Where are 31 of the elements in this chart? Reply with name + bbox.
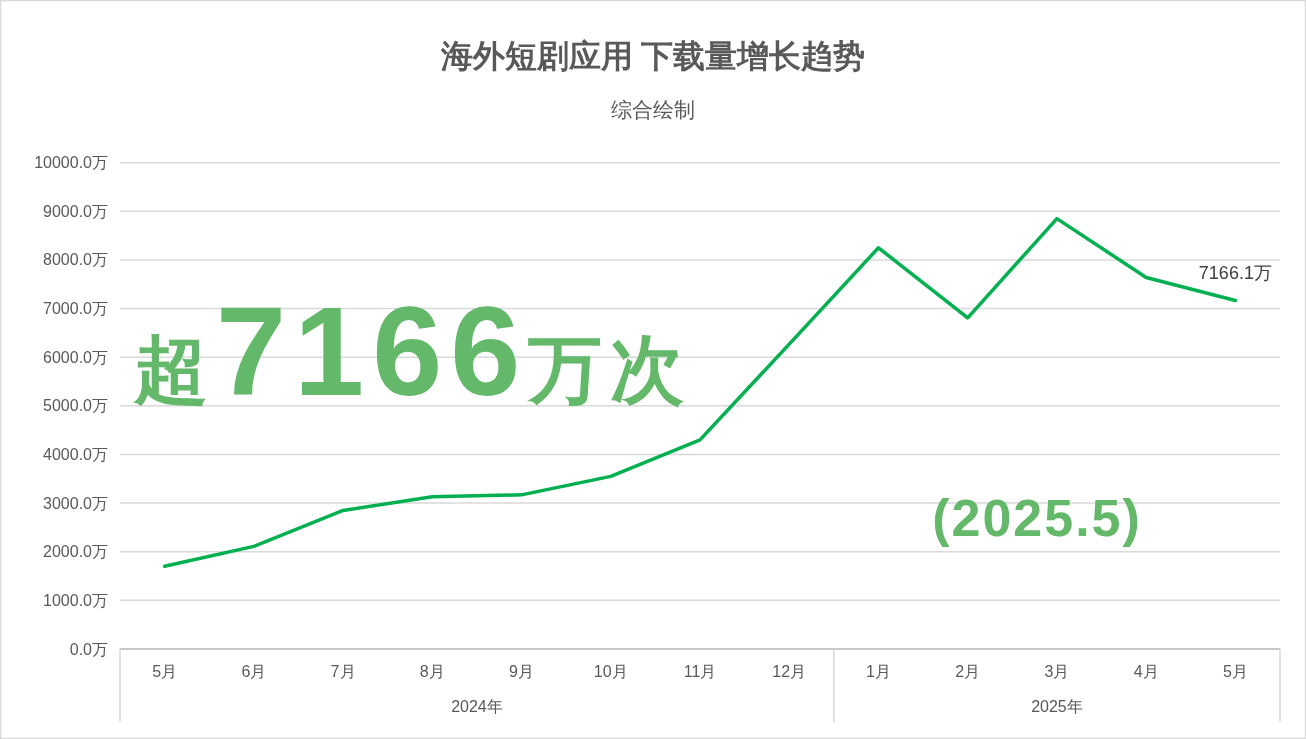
xtick-label: 12月	[772, 663, 807, 680]
group-label: 2025年	[1031, 698, 1083, 715]
ytick-label: 6000.0万	[43, 348, 108, 366]
ytick-label: 0.0万	[69, 640, 108, 658]
xtick-label: 6月	[241, 663, 267, 680]
annotation-headline: 超7166万次	[134, 281, 693, 422]
xtick-label: 5月	[1222, 663, 1248, 680]
xtick-label: 5月	[152, 663, 178, 680]
data-label: 7166.1万	[1198, 262, 1272, 283]
xtick-label: 4月	[1133, 663, 1159, 680]
xtick-label: 1月	[866, 663, 891, 680]
group-label: 2024年	[451, 698, 503, 715]
xtick-label: 10月	[593, 663, 628, 680]
ytick-label: 8000.0万	[43, 251, 108, 269]
annotation-date: (2025.5)	[932, 489, 1142, 547]
xtick-label: 2月	[955, 663, 981, 680]
xtick-label: 7月	[330, 663, 356, 680]
xtick-label: 8月	[419, 663, 445, 680]
ytick-label: 5000.0万	[43, 397, 108, 415]
ytick-label: 9000.0万	[43, 202, 108, 220]
ytick-label: 1000.0万	[43, 591, 108, 609]
xtick-label: 3月	[1044, 663, 1070, 680]
xtick-label: 11月	[683, 663, 717, 680]
subtitle: 综合绘制	[611, 98, 695, 121]
xtick-label: 9月	[509, 663, 534, 680]
ytick-label: 10000.0万	[34, 154, 108, 172]
ytick-label: 3000.0万	[43, 494, 108, 512]
ytick-label: 2000.0万	[43, 543, 108, 561]
ytick-label: 4000.0万	[43, 446, 108, 463]
title: 海外短剧应用 下载量增长趋势	[440, 38, 866, 74]
ytick-label: 7000.0万	[43, 300, 108, 318]
